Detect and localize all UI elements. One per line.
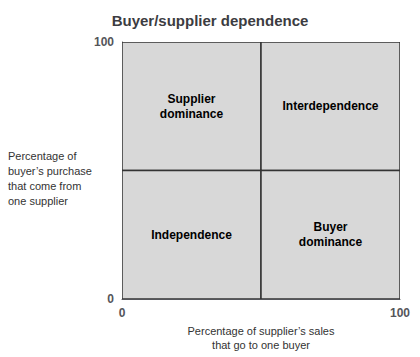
svg-text:dominance: dominance (160, 107, 224, 121)
svg-text:Percentage of: Percentage of (8, 150, 77, 162)
svg-text:Buyer: Buyer (313, 220, 347, 234)
svg-text:buyer’s purchase: buyer’s purchase (8, 165, 92, 177)
svg-text:dominance: dominance (299, 235, 363, 249)
svg-text:Independence: Independence (151, 228, 232, 242)
svg-text:Supplier: Supplier (167, 92, 215, 106)
svg-text:Interdependence: Interdependence (282, 99, 378, 113)
svg-text:Buyer/supplier dependence: Buyer/supplier dependence (112, 12, 309, 29)
svg-text:one supplier: one supplier (8, 195, 68, 207)
svg-text:that come from: that come from (8, 180, 81, 192)
svg-text:that go to one buyer: that go to one buyer (212, 339, 310, 351)
svg-text:0: 0 (119, 306, 126, 320)
svg-text:100: 100 (390, 306, 410, 320)
svg-text:100: 100 (94, 35, 114, 49)
svg-text:0: 0 (107, 292, 114, 306)
svg-text:Percentage of supplier’s sales: Percentage of supplier’s sales (188, 325, 335, 337)
